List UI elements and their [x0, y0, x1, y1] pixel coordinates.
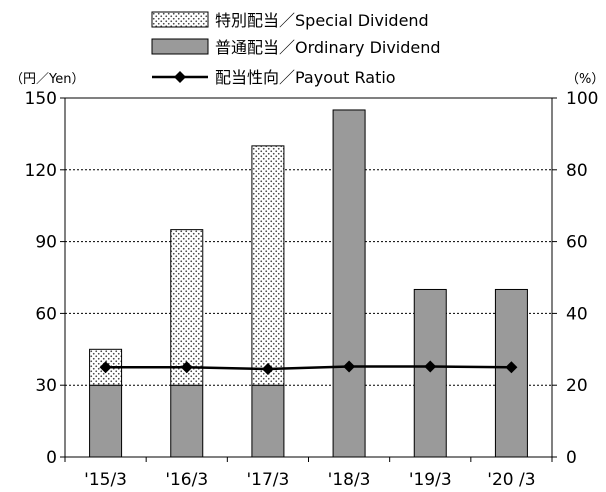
x-tick-label: '20 /3	[487, 470, 535, 490]
bar-ordinary-dividend	[413, 288, 447, 458]
gridlines	[65, 169, 552, 386]
payout-ratio-point	[261, 363, 274, 376]
payout-ratio-point	[343, 360, 356, 373]
right-tick-label: 20	[566, 376, 588, 396]
left-tick-label: 30	[35, 376, 57, 396]
right-tick-label: 60	[566, 233, 588, 253]
payout-ratio-series-line	[105, 365, 512, 371]
bar-ordinary-dividend	[332, 109, 366, 458]
payout-ratio-point	[180, 361, 193, 374]
x-tick-label: '16/3	[165, 470, 208, 490]
bar-special-dividend	[251, 145, 285, 386]
left-tick-label: 90	[35, 233, 57, 253]
legend-label: 普通配当／Ordinary Dividend	[215, 38, 441, 57]
right-tick-label: 0	[566, 448, 577, 468]
left-tick-label: 150	[25, 89, 57, 109]
legend-swatch-special-dividend	[151, 11, 209, 28]
bar-ordinary-dividend	[89, 384, 123, 458]
left-tick-label: 0	[46, 448, 57, 468]
legend-label: 配当性向／Payout Ratio	[215, 68, 396, 87]
x-tick-label: '15/3	[84, 470, 127, 490]
bar-ordinary-dividend	[170, 384, 204, 458]
left-tick-label: 60	[35, 304, 57, 324]
x-tick-label: '18/3	[328, 470, 371, 490]
right-tick-label: 100	[566, 89, 598, 109]
right-tick-label: 40	[566, 304, 588, 324]
legend-marker-payout-ratio	[174, 71, 186, 83]
bar-special-dividend	[170, 229, 204, 386]
payout-ratio-point	[99, 361, 112, 374]
legend-swatch-ordinary-dividend	[151, 38, 209, 55]
payout-ratio-point	[505, 361, 518, 374]
right-tick-label: 80	[566, 161, 588, 181]
bars	[89, 109, 528, 458]
bar-ordinary-dividend	[251, 384, 285, 458]
left-axis-tick-labels: 0 30 60 90 120 150	[25, 89, 65, 468]
right-axis-tick-labels: 0 20 40 60 80 100	[552, 89, 598, 468]
right-axis-unit-label: （%）	[566, 72, 604, 87]
payout-ratio-line	[99, 360, 518, 376]
legend-label: 特別配当／Special Dividend	[215, 11, 429, 30]
x-tick-label: '17/3	[246, 470, 289, 490]
plot-frame	[64, 97, 553, 458]
left-tick-label: 120	[25, 161, 57, 181]
plot-border	[64, 97, 553, 458]
x-tick-label: '19/3	[409, 470, 452, 490]
legend: 特別配当／Special Dividend 普通配当／Ordinary Divid…	[151, 11, 441, 87]
x-axis-tick-labels: '15/3 '16/3 '17/3 '18/3 '19/3 '20 /3	[64, 457, 553, 490]
payout-ratio-point	[424, 360, 437, 373]
left-axis-unit-label: （円／Yen）	[10, 72, 84, 87]
